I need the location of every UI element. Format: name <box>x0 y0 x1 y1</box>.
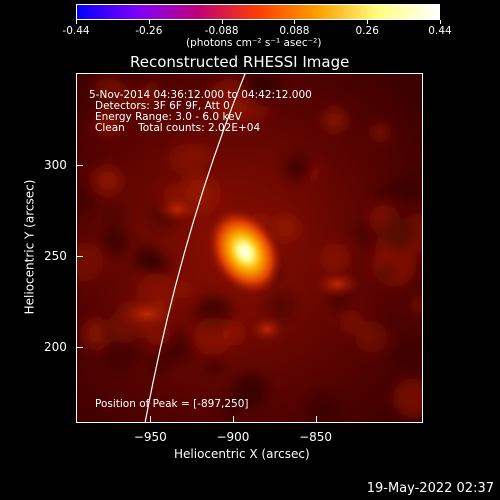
colorbar-tick-label: -0.26 <box>135 25 163 37</box>
y-tick-mark <box>77 347 83 348</box>
colorbar <box>76 4 440 20</box>
colorbar-tick-label: -0.088 <box>204 25 239 37</box>
colorbar-label: (photons cm⁻² s⁻¹ asec⁻²) <box>186 37 322 49</box>
sidelobe-ripple <box>101 227 129 256</box>
chart-title: Reconstructed RHESSI Image <box>130 53 350 71</box>
colorbar-tick-label: 0.26 <box>355 25 379 37</box>
footer-timestamp: 19-May-2022 02:37 <box>366 481 494 496</box>
sidelobe-ripple <box>93 166 122 195</box>
solar-limb <box>144 74 246 422</box>
colorbar-tick-mark <box>76 20 77 24</box>
secondary-source <box>249 315 285 343</box>
colorbar-tick-mark <box>367 20 369 24</box>
sidelobe-ripple <box>377 211 418 252</box>
sidelobe-ripple <box>272 214 299 242</box>
sidelobe-ripple <box>193 317 232 356</box>
sidelobe-ripple <box>372 124 389 141</box>
colorbar-tick-mark <box>221 20 223 24</box>
peak-position-label: Position of Peak = [-897,250] <box>95 398 249 410</box>
colorbar-tick-mark <box>440 20 441 24</box>
sidelobe-ripple <box>285 154 312 181</box>
sidelobe-ripple <box>355 320 388 353</box>
x-tick-mark <box>232 416 234 422</box>
sidelobe-ripple <box>391 341 420 369</box>
x-tick-mark <box>150 416 152 422</box>
colorbar-tick-label: 0.44 <box>428 25 452 37</box>
x-axis-label: Heliocentric X (arcsec) <box>174 447 310 461</box>
y-tick-label: 300 <box>44 158 67 172</box>
sidelobe-ripple <box>306 394 340 422</box>
sidelobe-ripple <box>220 397 242 420</box>
x-tick-label: −850 <box>299 430 333 444</box>
secondary-source <box>155 195 199 223</box>
sidelobe-ripple <box>175 280 194 299</box>
sidelobe-ripple <box>393 378 422 419</box>
sidelobe-ripple <box>77 242 104 282</box>
sidelobe-ripple <box>410 294 422 315</box>
annotation-energy: Energy Range: 3.0 - 6.0 keV <box>95 111 242 123</box>
sidelobe-ripple <box>203 354 225 376</box>
y-tick-label: 250 <box>44 249 67 263</box>
sidelobe-ripple <box>77 183 96 217</box>
colorbar-tick-mark <box>148 20 150 24</box>
colorbar-tick-label: 0.088 <box>279 25 310 37</box>
sidelobe-ripple <box>319 243 351 274</box>
heatmap <box>77 74 422 422</box>
sidelobe-ripple <box>95 87 117 109</box>
sidelobe-ripple <box>250 77 279 107</box>
annotation-detectors: Detectors: 3F 6F 9F, Att 0 <box>95 100 230 112</box>
y-axis-label: Heliocentric Y (arcsec) <box>22 179 37 315</box>
sidelobe-ripple <box>378 263 397 283</box>
x-tick-label: −900 <box>216 430 250 444</box>
secondary-source <box>313 270 361 298</box>
annotation-counts: Clean Total counts: 2.02E+04 <box>95 122 261 134</box>
y-tick-mark <box>77 165 83 166</box>
y-tick-label: 200 <box>44 340 67 354</box>
sidelobe-ripple <box>265 290 296 321</box>
annotation-time-range: 5-Nov-2014 04:36:12.000 to 04:42:12.000 <box>89 89 312 101</box>
sidelobe-ripple <box>93 110 121 137</box>
x-tick-mark <box>315 416 317 422</box>
sidelobe-ripple <box>208 78 252 122</box>
flare-source <box>207 208 283 296</box>
sidelobe-ripple <box>168 143 200 175</box>
image-plot-area: 5-Nov-2014 04:36:12.000 to 04:42:12.000 … <box>76 73 423 423</box>
sidelobe-ripple <box>373 183 397 207</box>
y-tick-mark <box>77 256 83 257</box>
sidelobe-ripple <box>394 173 422 202</box>
sidelobe-ripple <box>323 108 347 132</box>
colorbar-tick-label: -0.44 <box>62 25 90 37</box>
colorbar-tick-mark <box>294 20 296 24</box>
x-tick-label: −950 <box>133 430 167 444</box>
sidelobe-ripple <box>117 74 151 91</box>
sidelobe-ripple <box>339 309 364 334</box>
sidelobe-ripple <box>232 373 268 409</box>
secondary-source <box>117 298 177 330</box>
sidelobe-ripple <box>102 204 125 227</box>
sidelobe-ripple <box>134 246 159 272</box>
